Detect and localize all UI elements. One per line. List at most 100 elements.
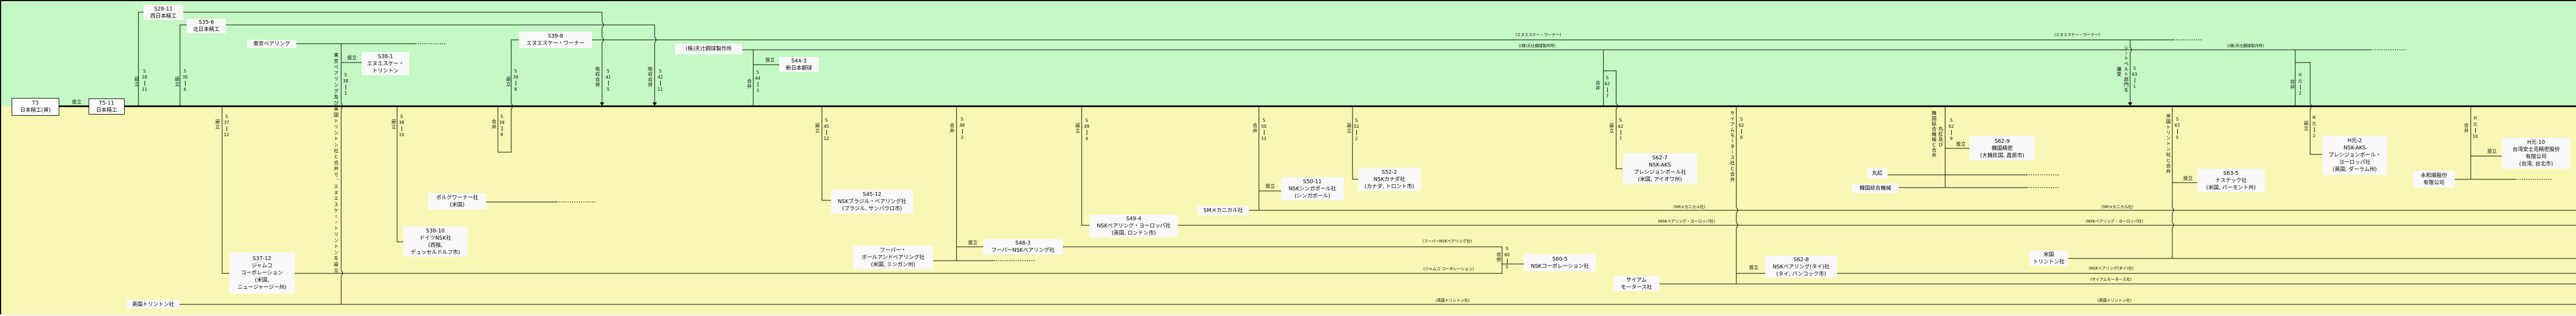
event-action: 丸紅及び: [1937, 126, 1943, 147]
line-nsk-germany: [397, 106, 403, 242]
date: T5-11: [99, 100, 115, 106]
name: エヌエスケー・: [367, 60, 404, 67]
event-date: S 44 3: [754, 69, 761, 94]
company-box-t5: T5-11 日本精工: [89, 99, 125, 115]
name: NSKシンガポール社: [1288, 185, 1336, 192]
event-action: サイアムモータース社と合弁: [1729, 111, 1735, 183]
month: 1: [2133, 84, 2136, 89]
event-action: 吸収合併: [647, 66, 652, 87]
arrow-down-icon: [652, 102, 657, 106]
month: 3: [756, 88, 759, 93]
name: プレシジョンボール社: [1633, 169, 1687, 175]
name: 北日本精工: [193, 27, 220, 33]
year: 45: [824, 124, 829, 129]
domestic-band: [1, 1, 2576, 106]
event-action: 設立: [133, 76, 139, 87]
event-date: S 50 11: [1261, 117, 1267, 142]
name: 有限公司: [2423, 180, 2445, 186]
era: S: [960, 117, 964, 122]
location: ニュージャージー州): [237, 284, 287, 291]
location: (英国, ダーラム州): [2332, 167, 2377, 173]
company-box-korea-sogo: 韓国綜合機械: [1852, 184, 1899, 193]
name: NSKブラジル・ベアリング社: [837, 199, 907, 205]
date: S62-8: [1793, 256, 1809, 263]
event-date: S 52 2: [1353, 117, 1360, 142]
location: (米国, バーモント州): [2206, 184, 2256, 191]
company-box-us-torrington: 米国 トリントン社: [2029, 250, 2068, 266]
date: S44-3: [791, 58, 807, 64]
continuation-label: (ジャムコ コーポレーション): [1423, 267, 1474, 271]
event-action: 合弁: [2289, 79, 2295, 90]
month: 8: [514, 87, 517, 92]
company-box-hoover-nsk: S48-3 フーバーNSKベアリング社: [983, 239, 1063, 255]
date: S37-12: [253, 256, 271, 262]
month: 1: [344, 91, 347, 96]
discontinued-lines: [415, 39, 2553, 261]
event-date: S 38 10: [398, 113, 405, 138]
date: S39-8: [548, 33, 563, 39]
company-box-nsk-torrington: S38-1 エヌエスケー・ トリントン: [362, 52, 409, 75]
name: NSKカナダ社: [1373, 176, 1406, 183]
company-box-korea-seimitsu: S62-9 韓国精密 (大韓民国, 昌原市): [1970, 136, 2035, 160]
line-nastech: [2068, 106, 2576, 259]
month: 2: [2312, 133, 2316, 138]
era: S: [606, 69, 610, 74]
name: 韓国綜合機械: [1859, 185, 1891, 191]
company-box-nsk-thai: S62-8 NSKベアリング(タイ)社 (タイ, バンコック市): [1765, 256, 1837, 278]
name: 新日本鋼球: [785, 65, 813, 71]
event-action: 合弁: [2463, 123, 2469, 133]
month: 4: [1085, 136, 1088, 141]
name: ドイツNSK社: [419, 235, 451, 241]
label-setsuritsu: 設立: [1749, 265, 1759, 271]
year: 28: [142, 75, 147, 80]
company-box-nsk-brazil: S45-12 NSKブラジル・ベアリング社 (ブラジル, サンパウロ市): [831, 190, 913, 214]
event-date: S 35 6: [182, 68, 188, 92]
company-box-nastech: S63-5 ナステック社 (米国, バーモント州): [2197, 169, 2265, 192]
event-date: S 42 11: [657, 68, 664, 92]
month: 11: [1261, 136, 1267, 141]
date: S28-11: [154, 6, 173, 12]
date: S60-5: [1552, 256, 1568, 262]
era: S: [756, 70, 759, 75]
name: 韓国精密: [1991, 145, 2013, 152]
era: S: [514, 69, 517, 74]
company-box-eiwa: 永和順股份 有限公司: [2413, 171, 2455, 188]
event-action: 設立: [390, 119, 396, 129]
continuation-label: (フーバーNSKベアリング社): [1422, 239, 1472, 244]
continuation-label: (エヌエスケー・ワーナー): [2054, 33, 2100, 37]
line-kita: [179, 24, 656, 106]
label-setsuritsu: 設立: [765, 58, 775, 63]
year: 39: [513, 75, 518, 80]
name: モータース社: [1621, 284, 1652, 291]
name: 西日本精工: [150, 13, 177, 19]
company-box-jamco: S37-12 ジャムコ コーポレーション (米国, ニュージャージー州): [229, 252, 295, 294]
event-action: 設立: [214, 119, 220, 129]
continuation-label: (エヌエスケー・ワーナー): [1515, 33, 1561, 37]
location: (大韓民国, 昌原市): [1980, 152, 2024, 159]
month: 10: [2472, 134, 2478, 139]
location: (西独,: [428, 242, 443, 248]
date: T3: [32, 100, 39, 106]
continuation-label: (サイアムモータース社): [2090, 277, 2132, 282]
date: S38-10: [426, 227, 445, 234]
month: 12: [224, 132, 229, 137]
company-box-nsk-europe: S49-4 NSKベアリング・ヨーロッパ社 (英国, ロンドン市): [1089, 215, 1178, 237]
date: S35-6: [198, 19, 214, 25]
continuation-label: ((株)天辻鋼球製作所): [1519, 44, 1556, 48]
company-box-nsk-aks-europe: H元-2 NSK-AKS プレシジョンボール・ ヨーロッパ社 (英国, ダーラム州): [2322, 136, 2387, 175]
line-seatbelt: [2130, 40, 2132, 103]
date: S62-9: [1994, 138, 2010, 144]
month: 8: [500, 132, 503, 137]
event-action: シートベルト部門を: [2123, 45, 2128, 93]
era: S: [1606, 75, 1609, 80]
month: 7: [1619, 136, 1622, 141]
event-date: S 63 5: [2174, 116, 2181, 141]
label-setsuritsu: 設立: [347, 55, 357, 61]
date: S38-1: [378, 53, 393, 60]
name: ジャムコ: [251, 263, 272, 269]
location: デュッセルドルフ市): [410, 249, 460, 256]
name: フーバー・: [880, 247, 907, 253]
